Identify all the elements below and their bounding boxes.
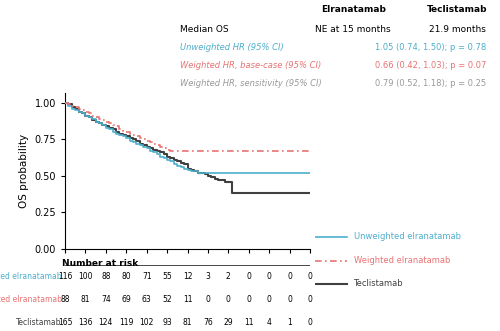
Text: 88: 88 xyxy=(60,295,70,304)
Text: 0: 0 xyxy=(206,295,210,304)
Text: 0: 0 xyxy=(308,295,312,304)
Text: 102: 102 xyxy=(140,318,154,327)
Text: NE at 15 months: NE at 15 months xyxy=(316,25,391,34)
Text: Weighted elranatamab: Weighted elranatamab xyxy=(354,256,450,265)
Text: 0: 0 xyxy=(246,272,251,281)
Text: 12: 12 xyxy=(183,272,192,281)
Text: 0.79 (0.52, 1.18); p = 0.25: 0.79 (0.52, 1.18); p = 0.25 xyxy=(376,79,486,88)
Text: 136: 136 xyxy=(78,318,92,327)
Text: 88: 88 xyxy=(101,272,110,281)
Text: 3: 3 xyxy=(206,272,210,281)
Text: Unweighted HR (95% CI): Unweighted HR (95% CI) xyxy=(180,43,284,52)
Text: 0: 0 xyxy=(266,272,272,281)
Text: 63: 63 xyxy=(142,295,152,304)
Text: 71: 71 xyxy=(142,272,152,281)
Text: 0: 0 xyxy=(266,295,272,304)
Text: Unweighted elranatamab: Unweighted elranatamab xyxy=(354,232,461,241)
Text: 55: 55 xyxy=(162,272,172,281)
Text: 81: 81 xyxy=(80,295,90,304)
Text: Weighted elranatamab: Weighted elranatamab xyxy=(0,295,62,304)
Text: 69: 69 xyxy=(122,295,131,304)
Text: 1.05 (0.74, 1.50); p = 0.78: 1.05 (0.74, 1.50); p = 0.78 xyxy=(376,43,486,52)
Text: 4: 4 xyxy=(266,318,272,327)
Text: Teclistamab: Teclistamab xyxy=(354,279,403,289)
Text: 21.9 months: 21.9 months xyxy=(429,25,486,34)
Y-axis label: OS probability: OS probability xyxy=(19,134,29,208)
Text: 29: 29 xyxy=(224,318,233,327)
Text: 52: 52 xyxy=(162,295,172,304)
Text: 124: 124 xyxy=(98,318,113,327)
Text: Median OS: Median OS xyxy=(180,25,228,34)
Text: 0: 0 xyxy=(308,318,312,327)
Text: 0: 0 xyxy=(308,272,312,281)
Text: 165: 165 xyxy=(58,318,72,327)
Text: 2: 2 xyxy=(226,272,230,281)
Text: Weighted HR, base-case (95% CI): Weighted HR, base-case (95% CI) xyxy=(180,61,321,70)
Text: 11: 11 xyxy=(183,295,192,304)
Text: 81: 81 xyxy=(183,318,192,327)
Text: Number at risk: Number at risk xyxy=(62,259,138,268)
Text: 100: 100 xyxy=(78,272,92,281)
Text: 0: 0 xyxy=(246,295,251,304)
Text: 93: 93 xyxy=(162,318,172,327)
Text: Elranatamab: Elranatamab xyxy=(321,5,386,14)
Text: 0.66 (0.42, 1.03); p = 0.07: 0.66 (0.42, 1.03); p = 0.07 xyxy=(376,61,486,70)
Text: 0: 0 xyxy=(287,272,292,281)
Text: Weighted HR, sensitivity (95% CI): Weighted HR, sensitivity (95% CI) xyxy=(180,79,322,88)
Text: 80: 80 xyxy=(122,272,131,281)
Text: 0: 0 xyxy=(287,295,292,304)
Text: 1: 1 xyxy=(287,318,292,327)
Text: 11: 11 xyxy=(244,318,254,327)
Text: Unweighted elranatamab: Unweighted elranatamab xyxy=(0,272,62,281)
Text: 116: 116 xyxy=(58,272,72,281)
Text: Teclistamab: Teclistamab xyxy=(427,5,488,14)
Text: Teclistamab: Teclistamab xyxy=(16,318,62,327)
Text: 74: 74 xyxy=(101,295,110,304)
Text: 0: 0 xyxy=(226,295,231,304)
Text: 76: 76 xyxy=(203,318,213,327)
Text: 119: 119 xyxy=(119,318,134,327)
